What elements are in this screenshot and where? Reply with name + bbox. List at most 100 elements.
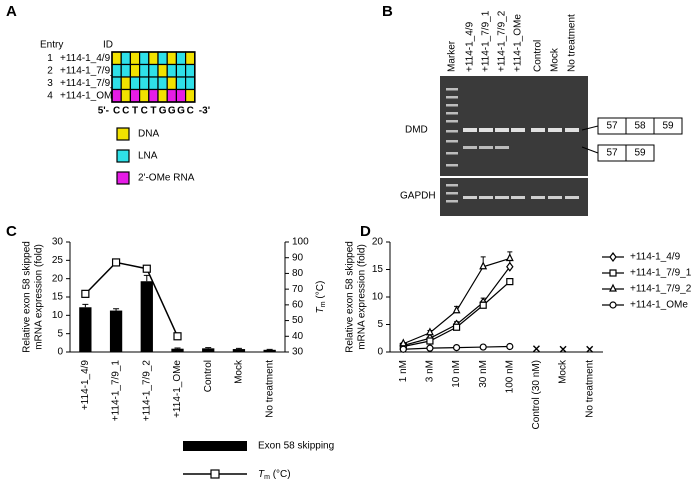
lane-label: No treatment bbox=[567, 14, 578, 72]
nucleotide-cell bbox=[111, 76, 122, 91]
grid-border bbox=[111, 51, 196, 103]
sequence-letter: C bbox=[187, 106, 194, 117]
nucleotide-cell bbox=[120, 63, 131, 78]
y-axis-title: Relative exon 58 skipped bbox=[22, 241, 33, 353]
lane-label: Mock bbox=[550, 47, 561, 72]
nucleotide-cell bbox=[185, 51, 196, 66]
marker-band bbox=[446, 96, 458, 99]
sequence-letter: G bbox=[159, 106, 167, 117]
exon-box bbox=[653, 117, 683, 135]
y-tick-label: 50 bbox=[292, 315, 304, 326]
y-tick-label: 0 bbox=[377, 347, 383, 358]
exon-label: 58 bbox=[634, 121, 646, 132]
band-full bbox=[548, 128, 562, 132]
y-axis-title: Relative exon 58 skipped bbox=[345, 241, 356, 353]
exon-label: 57 bbox=[606, 148, 618, 159]
marker-band bbox=[446, 200, 458, 203]
legend-label-sub: m bbox=[264, 474, 270, 481]
sequence-letter: C bbox=[141, 106, 148, 117]
legend-label: DNA bbox=[138, 129, 159, 140]
marker-band bbox=[446, 112, 458, 115]
lane-label: +114-1_OMe bbox=[513, 14, 524, 72]
y-tick-label: 10 bbox=[52, 310, 64, 321]
marker bbox=[399, 345, 407, 353]
y2-axis-title-rest: (°C) bbox=[315, 281, 326, 302]
y-tick-label: 30 bbox=[292, 347, 304, 358]
sequence-letter: T bbox=[132, 106, 138, 117]
marker-band bbox=[446, 130, 458, 133]
lane-label: +114-1_7/9_2 bbox=[497, 10, 508, 72]
bar bbox=[232, 349, 246, 352]
nucleotide-cell bbox=[175, 88, 187, 103]
entry-id: +114-1_7/9_1 bbox=[60, 65, 122, 76]
y-tick-label: 100 bbox=[292, 237, 309, 248]
band-full bbox=[565, 128, 579, 132]
legend-label: +114-1_4/9 bbox=[630, 252, 681, 263]
column-header: Entry bbox=[40, 40, 63, 51]
marker bbox=[559, 345, 567, 353]
band-full bbox=[495, 128, 509, 132]
x-tick-label: Control (30 nM) bbox=[531, 360, 542, 429]
legend-label: +114-1_OMe bbox=[630, 300, 688, 311]
marker bbox=[479, 261, 488, 270]
marker bbox=[452, 344, 461, 352]
y-tick-label: 40 bbox=[292, 331, 304, 342]
y-tick-label: 20 bbox=[52, 273, 64, 284]
y-tick-label: 80 bbox=[292, 268, 304, 279]
legend-marker bbox=[210, 469, 220, 479]
marker-band bbox=[446, 184, 458, 187]
legend-label: +114-1_7/9_1 bbox=[630, 268, 692, 279]
nucleotide-cell bbox=[166, 76, 177, 91]
x-tick-label: 30 nM bbox=[478, 360, 489, 388]
lane-label: Marker bbox=[447, 40, 458, 72]
marker bbox=[586, 345, 594, 353]
marker bbox=[505, 253, 514, 262]
marker bbox=[452, 305, 461, 314]
nucleotide-cell bbox=[139, 76, 150, 91]
nucleotide-cell bbox=[129, 51, 141, 66]
three-prime: -3' bbox=[199, 106, 210, 117]
nucleotide-cell bbox=[185, 88, 196, 103]
nucleotide-cell bbox=[166, 63, 177, 78]
nucleotide-cell bbox=[185, 63, 196, 78]
marker bbox=[142, 264, 151, 273]
nucleotide-cell bbox=[120, 76, 131, 91]
legend-label-italic: T bbox=[258, 469, 265, 480]
band-full bbox=[531, 128, 545, 132]
x-tick-label: +114-1_OMe bbox=[172, 360, 183, 418]
legend-label: 2'-OMe RNA bbox=[138, 173, 195, 184]
nucleotide-cell bbox=[175, 63, 187, 78]
nucleotide-cell bbox=[111, 63, 122, 78]
nucleotide-cell bbox=[111, 88, 122, 103]
marker bbox=[81, 289, 90, 298]
y2-axis-title-italic: T bbox=[315, 306, 326, 313]
entry-number: 1 bbox=[47, 53, 53, 64]
marker bbox=[609, 252, 617, 262]
marker-band bbox=[446, 104, 458, 107]
nucleotide-cell bbox=[139, 63, 150, 78]
panel-label: D bbox=[360, 223, 371, 240]
marker bbox=[452, 323, 461, 331]
exon-box bbox=[625, 144, 655, 162]
band-skipped bbox=[463, 146, 477, 149]
legend-swatch bbox=[116, 127, 130, 141]
x-tick-label: Control bbox=[203, 360, 214, 392]
x-tick-label: 3 nM bbox=[425, 360, 436, 382]
x-tick-label: Mock bbox=[234, 359, 245, 384]
nucleotide-cell bbox=[129, 88, 141, 103]
entry-id: +114-1_OMe bbox=[60, 90, 118, 101]
nucleotide-cell bbox=[120, 88, 131, 103]
bar bbox=[171, 348, 184, 352]
panel-label: A bbox=[6, 3, 17, 20]
sequence-letter: G bbox=[168, 106, 176, 117]
marker bbox=[532, 345, 540, 353]
nucleotide-cell bbox=[157, 51, 168, 66]
y-axis-title: mRNA expression (fold) bbox=[34, 244, 45, 350]
x-tick-label: Mock bbox=[558, 359, 569, 384]
axes bbox=[389, 242, 603, 353]
pointer bbox=[581, 146, 599, 154]
legend-label: Tm (°C) bbox=[258, 469, 291, 481]
nucleotide-cell bbox=[157, 88, 168, 103]
nucleotide-cell bbox=[148, 51, 159, 66]
